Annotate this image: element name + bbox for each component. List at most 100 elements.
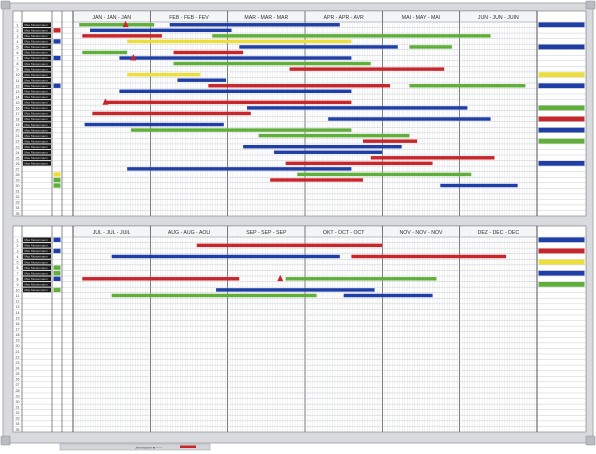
legend-strip-green[interactable]: [538, 138, 585, 144]
legend-strip-yellow[interactable]: [538, 259, 585, 265]
planning-bar-red[interactable]: [173, 50, 244, 55]
name-tag[interactable]: Max Mustermann: [23, 28, 51, 33]
triangle-marker-icon[interactable]: [130, 54, 137, 61]
color-marker-red[interactable]: [53, 28, 61, 33]
triangle-marker-icon[interactable]: [122, 20, 129, 28]
planning-bar-blue[interactable]: [119, 56, 352, 60]
triangle-marker-icon[interactable]: [102, 98, 109, 105]
planning-bar-blue[interactable]: [169, 23, 340, 27]
color-marker-blue[interactable]: [53, 276, 61, 281]
name-tag[interactable]: Max Mustermann: [23, 50, 51, 55]
planning-bar-red[interactable]: [289, 67, 445, 71]
legend-strip-red[interactable]: [538, 248, 585, 254]
legend-strip-red[interactable]: [538, 116, 585, 122]
planning-bar-blue[interactable]: [328, 117, 491, 121]
name-tag[interactable]: Max Mustermann: [23, 66, 51, 72]
name-tag[interactable]: Max Mustermann: [23, 44, 51, 50]
planning-bar-yellow[interactable]: [127, 39, 352, 44]
planning-bar-green[interactable]: [297, 172, 472, 177]
name-tag[interactable]: Max Mustermann: [23, 94, 51, 100]
name-tag[interactable]: Max Mustermann: [23, 22, 51, 28]
legend-strip-blue[interactable]: [538, 22, 585, 28]
planning-bar-blue[interactable]: [84, 122, 224, 127]
planning-bar-blue[interactable]: [440, 183, 518, 188]
legend-strip-blue[interactable]: [538, 270, 585, 276]
name-tag[interactable]: Max Mustermann: [23, 287, 51, 293]
planning-bar-green[interactable]: [111, 293, 317, 298]
legend-strip-green[interactable]: [538, 105, 585, 111]
planning-bar-red[interactable]: [82, 277, 240, 281]
planning-bar-green[interactable]: [409, 45, 452, 49]
planning-bar-green[interactable]: [79, 23, 155, 27]
planning-bar-red[interactable]: [103, 100, 352, 105]
planning-bar-blue[interactable]: [216, 288, 375, 292]
planning-bar-green[interactable]: [285, 277, 437, 281]
name-tag[interactable]: Max Mustermann: [23, 72, 51, 77]
legend-strip-blue[interactable]: [538, 83, 585, 89]
planning-bar-yellow[interactable]: [127, 72, 201, 77]
planning-bar-red[interactable]: [270, 178, 363, 182]
name-tag[interactable]: Max Mustermann: [23, 155, 51, 161]
planning-bar-red[interactable]: [82, 34, 162, 38]
name-tag[interactable]: Max Mustermann: [23, 39, 51, 44]
name-tag[interactable]: Max Mustermann: [23, 33, 51, 39]
color-marker-green[interactable]: [53, 183, 61, 188]
color-marker-blue[interactable]: [53, 237, 61, 242]
name-tag[interactable]: Max Mustermann: [23, 254, 51, 259]
planning-bar-red[interactable]: [363, 139, 418, 143]
planning-bar-green[interactable]: [258, 133, 410, 138]
planning-bar-blue[interactable]: [247, 106, 468, 110]
planning-bar-red[interactable]: [285, 161, 433, 166]
planning-bar-red[interactable]: [208, 84, 391, 88]
planning-bar-blue[interactable]: [239, 45, 398, 49]
color-marker-green[interactable]: [53, 177, 61, 183]
name-tag[interactable]: Max Mustermann: [23, 83, 51, 89]
marker-tray[interactable]: Jahresplaner ■ ───: [59, 443, 211, 451]
planning-bar-green[interactable]: [131, 128, 352, 132]
legend-strip-blue[interactable]: [538, 160, 585, 166]
red-marker-icon[interactable]: [180, 445, 196, 449]
planning-bar-green[interactable]: [409, 84, 526, 88]
name-tag[interactable]: Max Mustermann: [23, 237, 51, 243]
color-marker-blue[interactable]: [53, 248, 61, 254]
name-tag[interactable]: Max Mustermann: [23, 248, 51, 254]
legend-strip-blue[interactable]: [538, 127, 585, 133]
planning-bar-red[interactable]: [351, 254, 507, 259]
planning-bar-blue[interactable]: [274, 150, 383, 154]
planning-bar-blue[interactable]: [127, 167, 352, 171]
name-tag[interactable]: Max Mustermann: [23, 122, 51, 127]
legend-strip-yellow[interactable]: [538, 72, 585, 78]
planning-bar-blue[interactable]: [90, 28, 232, 33]
planning-bar-blue[interactable]: [343, 293, 433, 298]
planning-bar-blue[interactable]: [119, 89, 352, 94]
name-tag[interactable]: Max Mustermann: [23, 105, 51, 111]
color-marker-green[interactable]: [53, 265, 61, 270]
color-marker-green[interactable]: [53, 287, 61, 293]
name-tag[interactable]: Max Mustermann: [23, 61, 51, 66]
color-marker-yellow[interactable]: [53, 172, 61, 177]
planning-bar-blue[interactable]: [111, 254, 340, 259]
name-tag[interactable]: Max Mustermann: [23, 127, 51, 133]
name-tag[interactable]: Max Mustermann: [23, 89, 51, 94]
planning-bar-red[interactable]: [370, 156, 495, 160]
color-marker-blue[interactable]: [53, 55, 61, 61]
name-tag[interactable]: Max Mustermann: [23, 111, 51, 116]
planning-bar-green[interactable]: [173, 61, 371, 66]
name-tag[interactable]: Max Mustermann: [23, 133, 51, 138]
name-tag[interactable]: Max Mustermann: [23, 149, 51, 155]
name-tag[interactable]: Max Mustermann: [23, 161, 51, 166]
name-tag[interactable]: Max Mustermann: [23, 77, 51, 83]
name-tag[interactable]: Max Mustermann: [23, 276, 51, 282]
name-tag[interactable]: Max Mustermann: [23, 243, 51, 248]
color-marker-green[interactable]: [53, 271, 61, 276]
color-marker-blue[interactable]: [53, 83, 61, 88]
name-tag[interactable]: Max Mustermann: [23, 270, 51, 276]
planning-bar-red[interactable]: [196, 243, 383, 248]
name-tag[interactable]: Max Mustermann: [23, 282, 51, 287]
legend-strip-blue[interactable]: [538, 237, 585, 243]
name-tag[interactable]: Max Mustermann: [23, 265, 51, 270]
planning-bar-red[interactable]: [92, 111, 251, 116]
planning-bar-blue[interactable]: [243, 144, 402, 149]
legend-strip-blue[interactable]: [538, 44, 585, 50]
triangle-marker-icon[interactable]: [277, 274, 284, 282]
